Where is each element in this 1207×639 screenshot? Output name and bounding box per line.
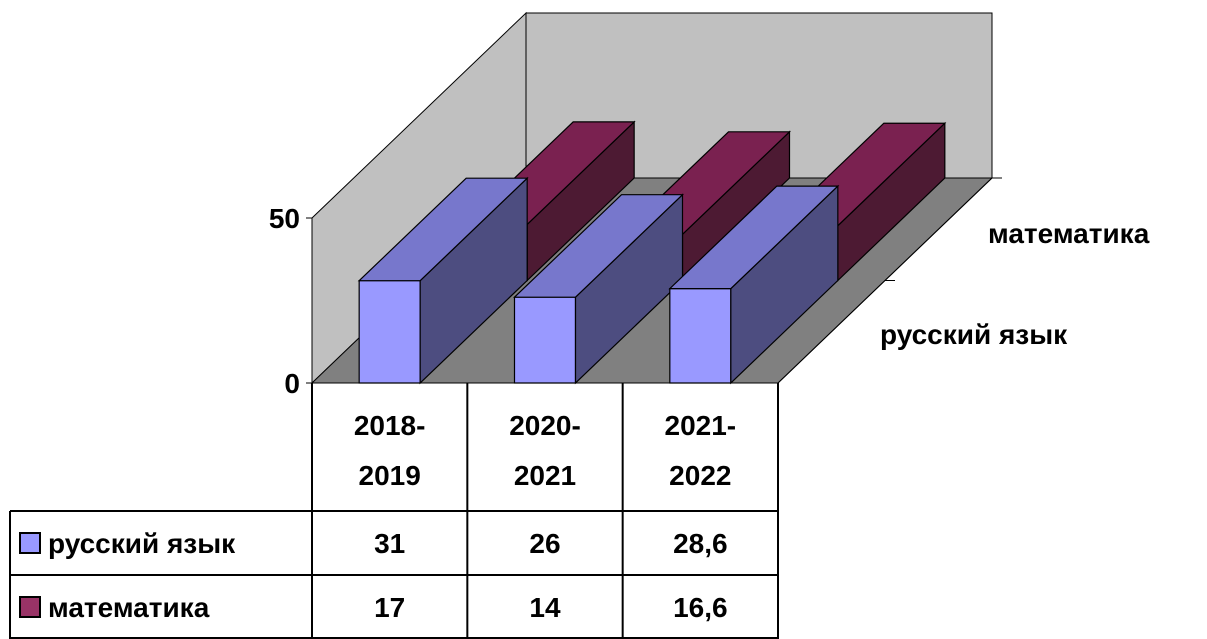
data-label: 16,6 (673, 592, 728, 623)
data-label: 28,6 (673, 528, 728, 559)
y-tick-label: 0 (284, 368, 300, 399)
data-label: 17 (374, 592, 405, 623)
legend-swatch (19, 532, 41, 554)
legend-swatch (19, 596, 41, 618)
bar-front (669, 288, 732, 384)
x-tick-label: 2020- (509, 410, 581, 441)
x-tick-label: 2018- (354, 410, 426, 441)
depth-label: математика (988, 218, 1150, 249)
bar-top (668, 185, 840, 290)
x-tick-label: 2019 (359, 460, 421, 491)
bar-front (513, 296, 577, 384)
bar (668, 184, 840, 385)
chart-axes: 0 50 русский язык математика (269, 177, 1150, 399)
depth-label: русский язык (880, 319, 1068, 350)
data-table: 2018- 2019 2020- 2021 2021- 2022 русский язык 3… (9, 383, 779, 639)
data-label: 31 (374, 528, 405, 559)
x-tick-label: 2022 (669, 460, 731, 491)
x-tick-label: 2021- (665, 410, 737, 441)
bar (357, 176, 529, 385)
bar-top (357, 177, 529, 282)
bar (513, 193, 684, 385)
bar-top (513, 194, 684, 298)
data-label: 14 (529, 592, 561, 623)
x-tick-label: 2021 (514, 460, 576, 491)
chart-bars (357, 120, 947, 385)
legend-label: русский язык (48, 528, 236, 559)
legend-label: математика (48, 592, 210, 623)
bar-front (358, 280, 421, 384)
y-tick-label: 50 (269, 203, 300, 234)
data-label: 26 (529, 528, 560, 559)
